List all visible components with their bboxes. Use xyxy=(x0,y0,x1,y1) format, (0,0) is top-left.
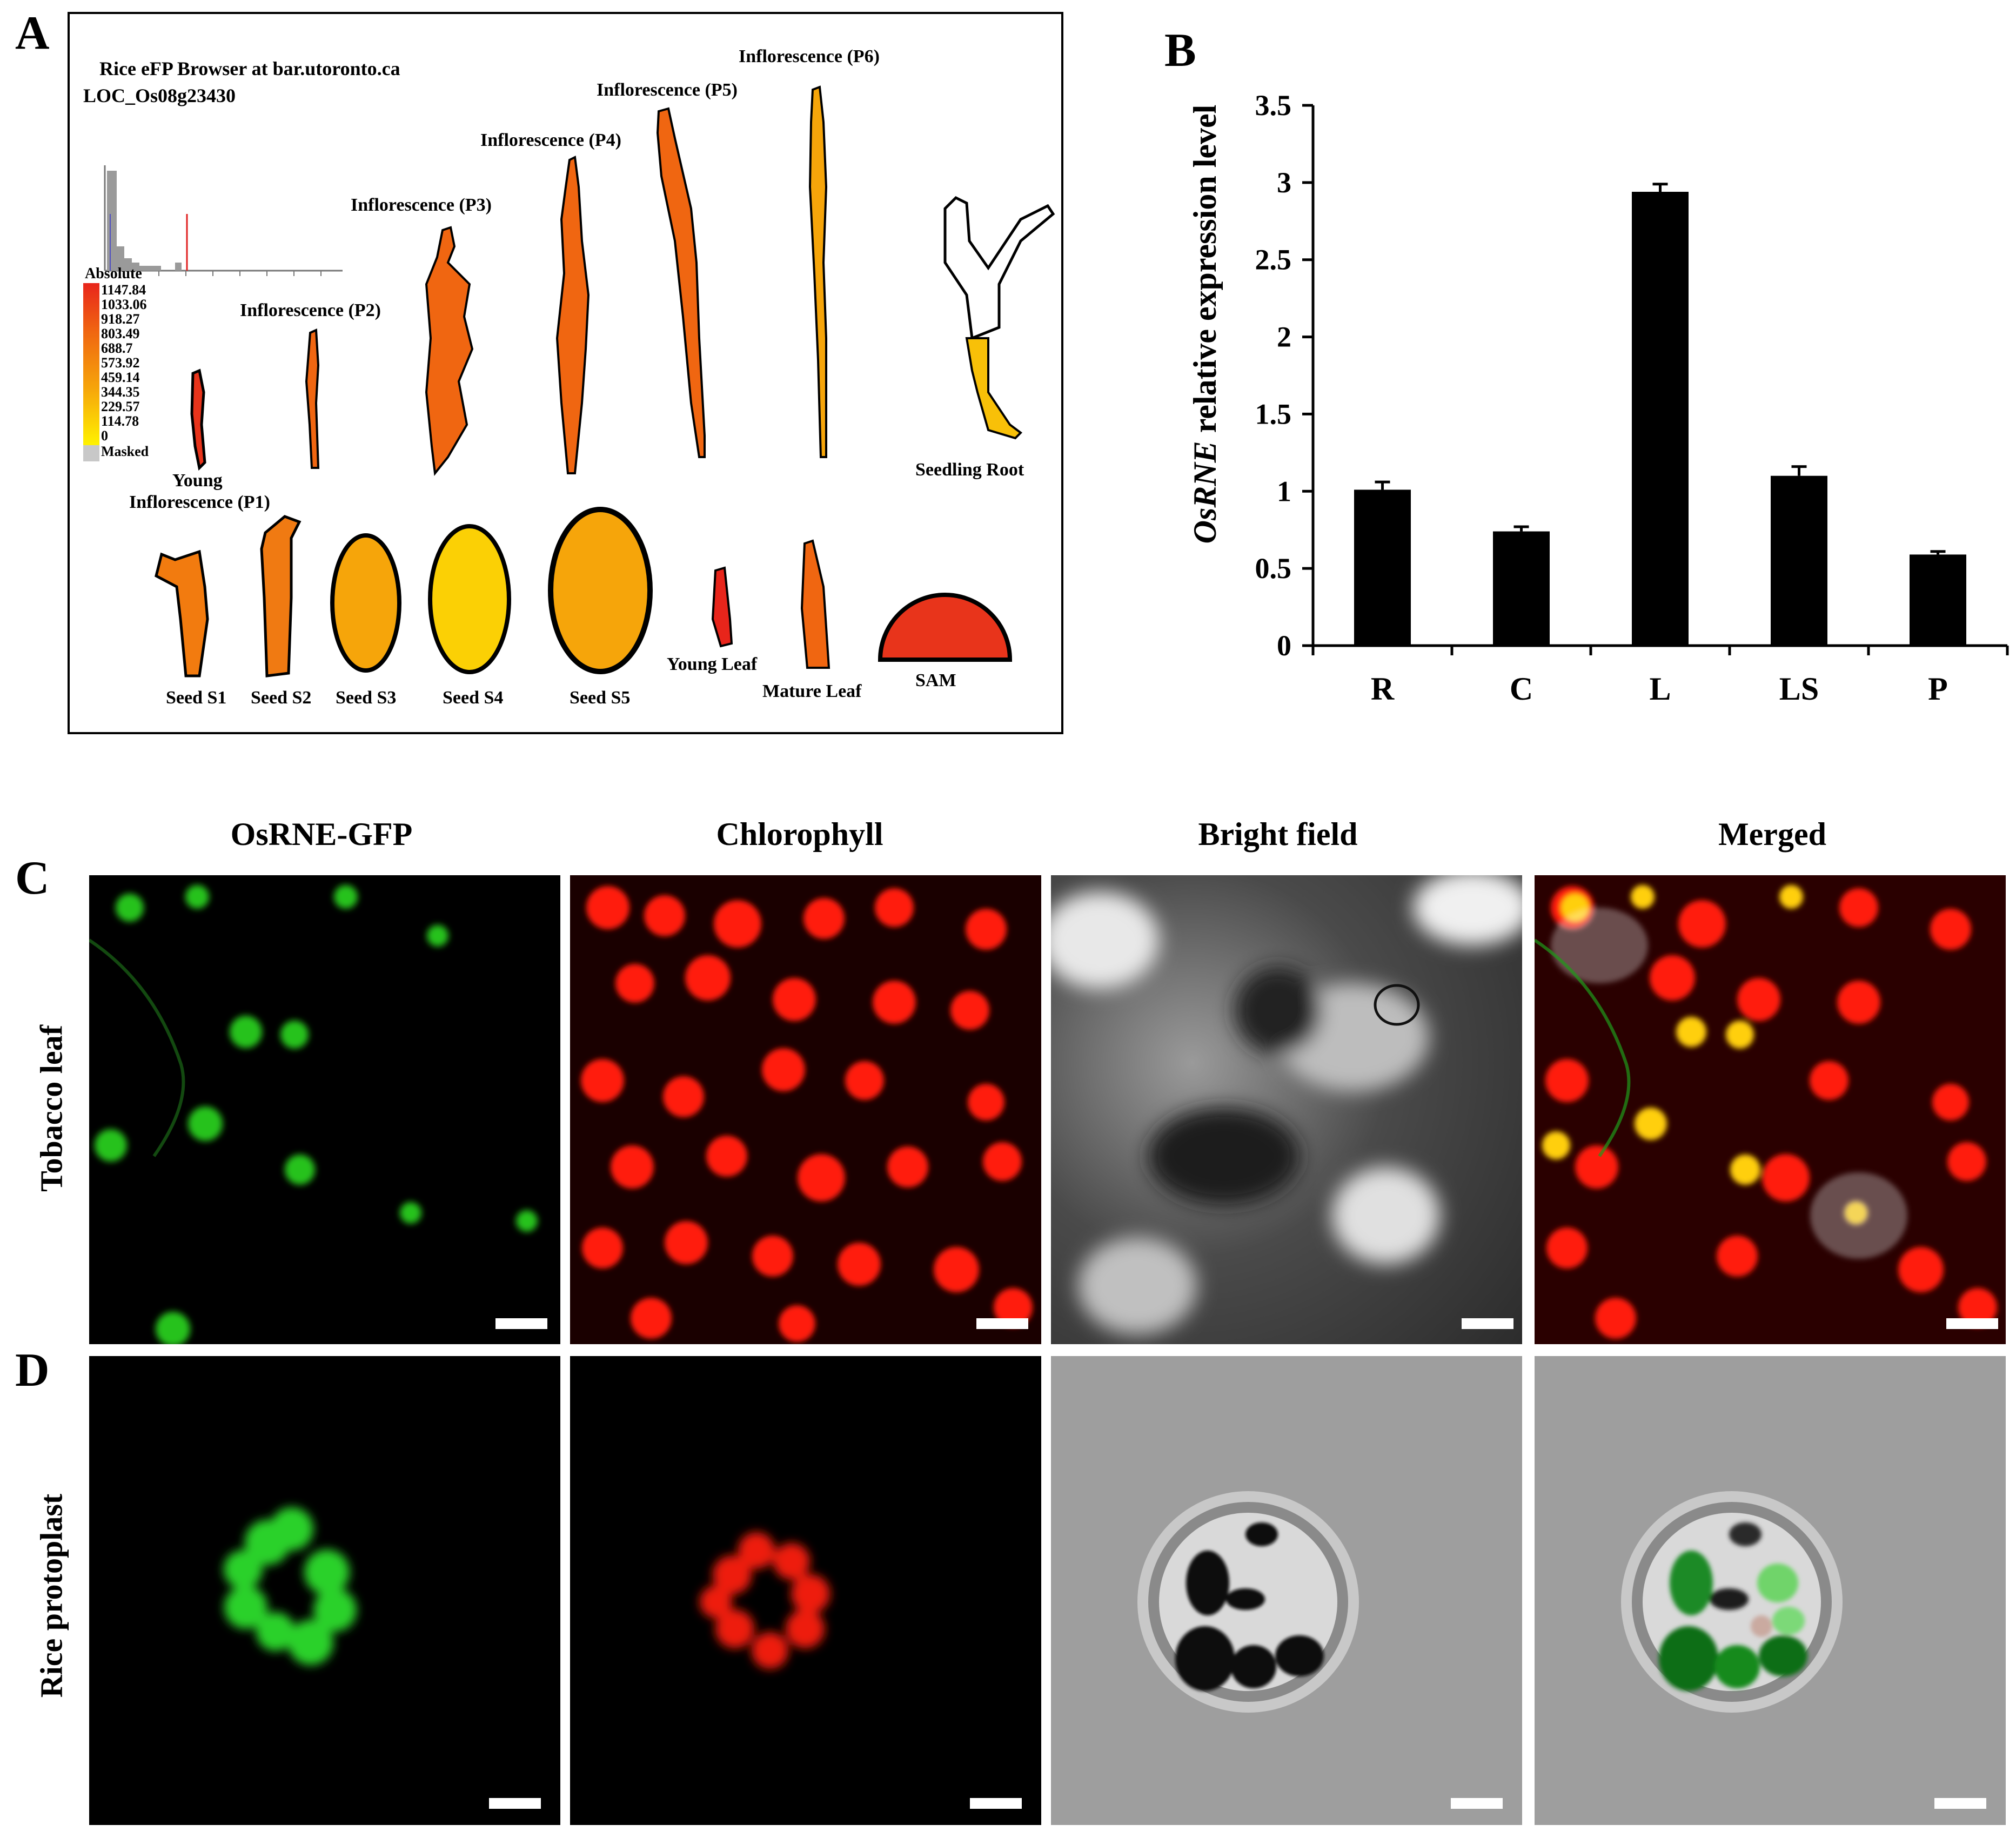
label-seed-s5: Seed S5 xyxy=(570,688,631,708)
tile-tobacco-bright-field xyxy=(1051,875,1522,1344)
legend-value: 1033.06 xyxy=(101,297,147,312)
label-seed-s3: Seed S3 xyxy=(336,688,397,708)
label-young-inflorescence-line1: Young xyxy=(172,471,223,491)
scale-bar xyxy=(489,1798,541,1809)
panel-letter-a: A xyxy=(15,7,50,59)
y-tick-label: 0 xyxy=(1277,629,1291,662)
tile-protoplast-merged xyxy=(1535,1356,2006,1825)
tile-protoplast-gfp xyxy=(89,1356,560,1825)
row-label-rice-protoplast: Rice protoplast xyxy=(34,1493,69,1698)
label-mature-leaf: Mature Leaf xyxy=(762,681,862,701)
label-inflorescence-p4: Inflorescence (P4) xyxy=(480,130,621,150)
row-label-tobacco-leaf: Tobacco leaf xyxy=(34,1025,69,1192)
expression-histogram xyxy=(104,165,343,276)
scale-bar xyxy=(1934,1798,1986,1809)
x-tick-label: C xyxy=(1510,671,1533,707)
label-young-inflorescence-line2: Inflorescence (P1) xyxy=(129,492,270,512)
tissue-pictograms xyxy=(155,85,1055,677)
column-title-chlorophyll: Chlorophyll xyxy=(716,816,883,852)
label-inflorescence-p2: Inflorescence (P2) xyxy=(240,300,381,320)
legend-value: 803.49 xyxy=(101,326,140,341)
chlorophyll-ring xyxy=(700,1532,830,1669)
bright-field-image xyxy=(1051,875,1522,1334)
x-tick-label: LS xyxy=(1779,671,1819,707)
efp-header-gene: LOC_Os08g23430 xyxy=(83,85,236,106)
label-sam: SAM xyxy=(915,670,956,690)
x-tick-labels: R C L LS P xyxy=(1371,671,1948,707)
bar-l xyxy=(1632,192,1689,646)
legend-value: 459.14 xyxy=(101,370,140,385)
legend-value: 918.27 xyxy=(101,311,140,327)
tile-protoplast-chlorophyll xyxy=(570,1356,1041,1825)
x-tick-label: R xyxy=(1371,671,1395,707)
bar-p xyxy=(1910,554,1966,646)
legend-value: 229.57 xyxy=(101,399,140,414)
legend-value: 114.78 xyxy=(101,413,139,429)
label-inflorescence-p6: Inflorescence (P6) xyxy=(739,46,880,66)
legend-color-bar xyxy=(83,283,99,461)
bar-r xyxy=(1354,489,1411,646)
expression-bar-chart: OsRNE relative expression level 0 0.5 1 1.5… xyxy=(1187,89,2009,707)
legend-value: 573.92 xyxy=(101,355,140,371)
efp-browser-panel: Rice eFP Browser at bar.utoronto.ca LOC_… xyxy=(68,12,1063,734)
protoplast-bright-field-image xyxy=(1137,1491,1359,1713)
merged-image xyxy=(1535,885,1997,1339)
scale-bar xyxy=(1946,1318,1998,1329)
y-tick-label: 2.5 xyxy=(1255,244,1292,276)
y-tick-label: 2 xyxy=(1277,321,1291,353)
bar-c xyxy=(1493,531,1550,646)
efp-header-title: Rice eFP Browser at bar.utoronto.ca xyxy=(99,58,400,79)
y-tick-label: 1 xyxy=(1277,475,1291,507)
tile-tobacco-chlorophyll xyxy=(570,875,1041,1344)
y-tick-labels: 0 0.5 1 1.5 2 2.5 3 3.5 xyxy=(1255,89,1292,662)
label-inflorescence-p3: Inflorescence (P3) xyxy=(351,195,492,215)
label-seed-s1: Seed S1 xyxy=(166,688,227,708)
label-seed-s4: Seed S4 xyxy=(443,688,504,708)
legend-value: 0 xyxy=(101,428,108,444)
gfp-nuclei-image xyxy=(89,885,538,1344)
label-seed-s2: Seed S2 xyxy=(251,688,312,708)
scale-bar xyxy=(1462,1318,1513,1329)
x-tick-label: P xyxy=(1928,671,1948,707)
label-inflorescence-p5: Inflorescence (P5) xyxy=(597,80,738,100)
gfp-chloroplast-ring xyxy=(224,1507,357,1665)
panel-letter-b: B xyxy=(1164,24,1196,77)
tile-tobacco-gfp xyxy=(89,875,560,1344)
protoplast-merged-image xyxy=(1621,1491,1843,1713)
panel-letter-d: D xyxy=(15,1344,50,1397)
y-axis-label: OsRNE relative expression level xyxy=(1187,105,1223,544)
chlorophyll-image xyxy=(581,886,1033,1342)
svg-text:OsRNE relative expression leve: OsRNE relative expression level xyxy=(1187,105,1223,544)
chart-bars xyxy=(1354,183,1966,646)
column-title-bright-field: Bright field xyxy=(1198,816,1358,852)
legend-value: 344.35 xyxy=(101,384,140,400)
y-tick-label: 0.5 xyxy=(1255,552,1292,585)
tile-protoplast-bright-field xyxy=(1051,1356,1522,1825)
scale-bar xyxy=(1451,1798,1503,1809)
y-axis-label-text: relative expression level xyxy=(1187,105,1223,441)
column-title-merged: Merged xyxy=(1718,816,1826,852)
label-young-leaf: Young Leaf xyxy=(667,654,758,674)
label-seedling-root: Seedling Root xyxy=(915,460,1024,480)
y-tick-label: 3 xyxy=(1277,166,1291,199)
column-title-gfp: OsRNE-GFP xyxy=(230,816,413,852)
panel-letter-c: C xyxy=(15,852,50,904)
x-tick-label: L xyxy=(1649,671,1671,707)
legend-value: 688.7 xyxy=(101,340,133,356)
bar-ls xyxy=(1771,475,1827,646)
y-tick-label: 1.5 xyxy=(1255,398,1292,430)
scale-bar xyxy=(970,1798,1022,1809)
y-axis-label-gene: OsRNE xyxy=(1187,441,1223,544)
tile-tobacco-merged xyxy=(1535,875,2006,1344)
legend-value: 1147.84 xyxy=(101,282,146,298)
legend-value: Masked xyxy=(101,444,149,459)
scale-bar xyxy=(495,1318,547,1329)
y-tick-label: 3.5 xyxy=(1255,89,1292,122)
legend-title: Absolute xyxy=(85,265,142,282)
scale-bar xyxy=(976,1318,1028,1329)
